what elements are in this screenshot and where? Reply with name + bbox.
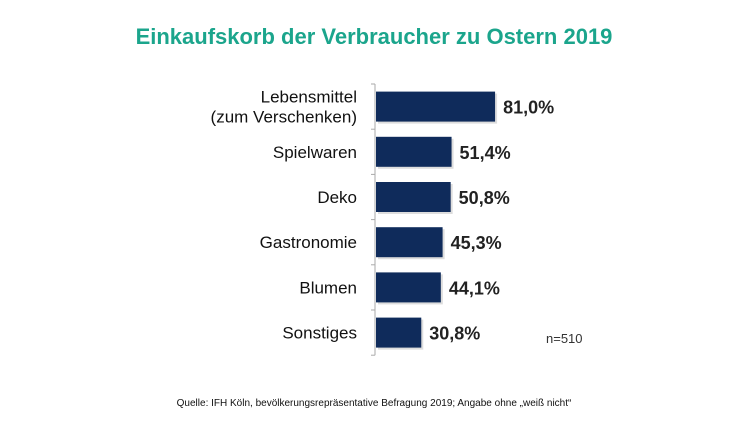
value-label: 45,3% — [451, 233, 502, 253]
category-label: Lebensmittel — [261, 88, 357, 107]
sample-size-note: n=510 — [546, 331, 583, 346]
bar — [376, 91, 496, 122]
category-label: Gastronomie — [260, 233, 357, 252]
value-label: 50,8% — [459, 188, 510, 208]
category-label: Spielwaren — [273, 143, 357, 162]
category-label: Sonstiges — [282, 324, 357, 343]
bar — [376, 227, 443, 258]
value-label: 81,0% — [503, 98, 554, 118]
chart-title: Einkaufskorb der Verbraucher zu Ostern 2… — [136, 24, 613, 49]
bar — [376, 182, 451, 212]
bar — [376, 136, 452, 167]
category-label: Deko — [317, 188, 357, 207]
value-label: 44,1% — [449, 278, 500, 298]
value-label: 30,8% — [429, 324, 480, 344]
value-label: 51,4% — [460, 143, 511, 163]
category-label: (zum Verschenken) — [211, 108, 357, 127]
category-label: Blumen — [299, 278, 357, 297]
source-note: Quelle: IFH Köln, bevölkerungsrepräsenta… — [177, 398, 572, 409]
bar — [376, 317, 422, 348]
bar — [376, 272, 441, 303]
